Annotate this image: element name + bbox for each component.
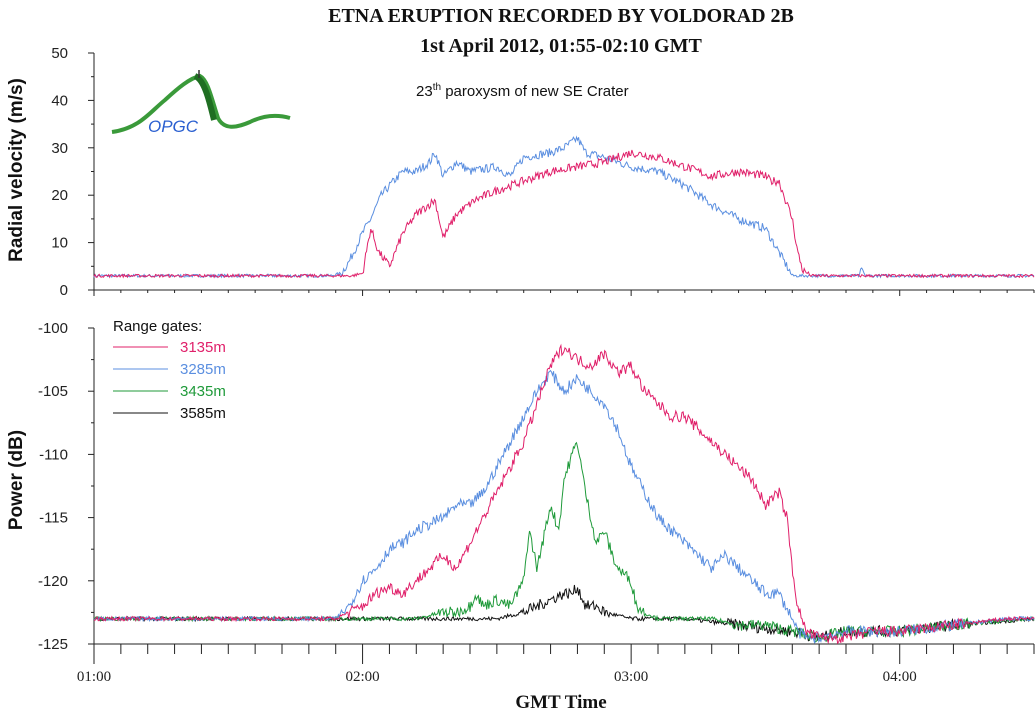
legend-label-3135m: 3135m: [180, 339, 226, 356]
x-tick-label: 03:00: [614, 669, 648, 685]
velocity-ylabel: Radial velocity (m/s): [6, 78, 27, 262]
velocity-ytick-label: 40: [51, 92, 68, 109]
logo-ridge-shape: [193, 73, 217, 121]
legend-label-3585m: 3585m: [180, 405, 226, 422]
velocity-ytick-label: 0: [60, 282, 68, 299]
x-tick-label: 04:00: [883, 669, 917, 685]
x-axis-label: GMT Time: [515, 692, 606, 713]
power-ylabel: Power (dB): [6, 430, 27, 530]
power-ytick-label: -105: [38, 383, 68, 400]
velocity-ytick-label: 10: [51, 235, 68, 252]
legend-title: Range gates:: [113, 318, 202, 335]
annotation-superscript: th: [433, 82, 441, 93]
chart-title: ETNA ERUPTION RECORDED BY VOLDORAD 2B: [328, 5, 794, 27]
power-series-3285m: [93, 369, 1035, 644]
range-gates-legend: Range gates: 3135m 3285m 3435m 3585m: [113, 318, 226, 422]
velocity-series-3135m: [93, 149, 1035, 279]
legend-label-3285m: 3285m: [180, 361, 226, 378]
power-ytick-label: -110: [39, 446, 68, 463]
velocity-ytick-label: 30: [51, 140, 68, 157]
legend-label-3435m: 3435m: [180, 383, 226, 400]
power-series-3135m: [94, 343, 1035, 645]
power-ytick-label: -115: [39, 510, 68, 527]
x-tick-label: 01:00: [77, 669, 111, 685]
paroxysm-annotation: 23th paroxysm of new SE Crater: [416, 82, 629, 100]
power-axes: -125 -120 -115 -110 -105 -100: [38, 320, 1035, 653]
annotation-number: 23: [416, 83, 433, 100]
power-ytick-label: -125: [38, 636, 68, 653]
chart-subtitle: 1st April 2012, 01:55-02:10 GMT: [420, 35, 702, 57]
logo-mountain-shape: [111, 73, 291, 134]
power-series-3435m: [93, 441, 1035, 643]
opgc-logo: OPGC: [111, 70, 291, 136]
velocity-ytick-label: 50: [51, 45, 68, 62]
power-ytick-label: -120: [38, 573, 68, 590]
velocity-series-3285m: [93, 135, 1035, 279]
velocity-axes: 0 10 20 30 40 50: [51, 45, 1035, 299]
annotation-rest: paroxysm of new SE Crater: [441, 83, 629, 100]
x-tick-label: 02:00: [345, 669, 379, 685]
power-ytick-label: -100: [38, 320, 68, 337]
logo-text: OPGC: [148, 117, 199, 136]
velocity-ytick-label: 20: [51, 187, 68, 204]
x-axis: 01:00 02:00 03:00 04:00: [77, 290, 1035, 685]
